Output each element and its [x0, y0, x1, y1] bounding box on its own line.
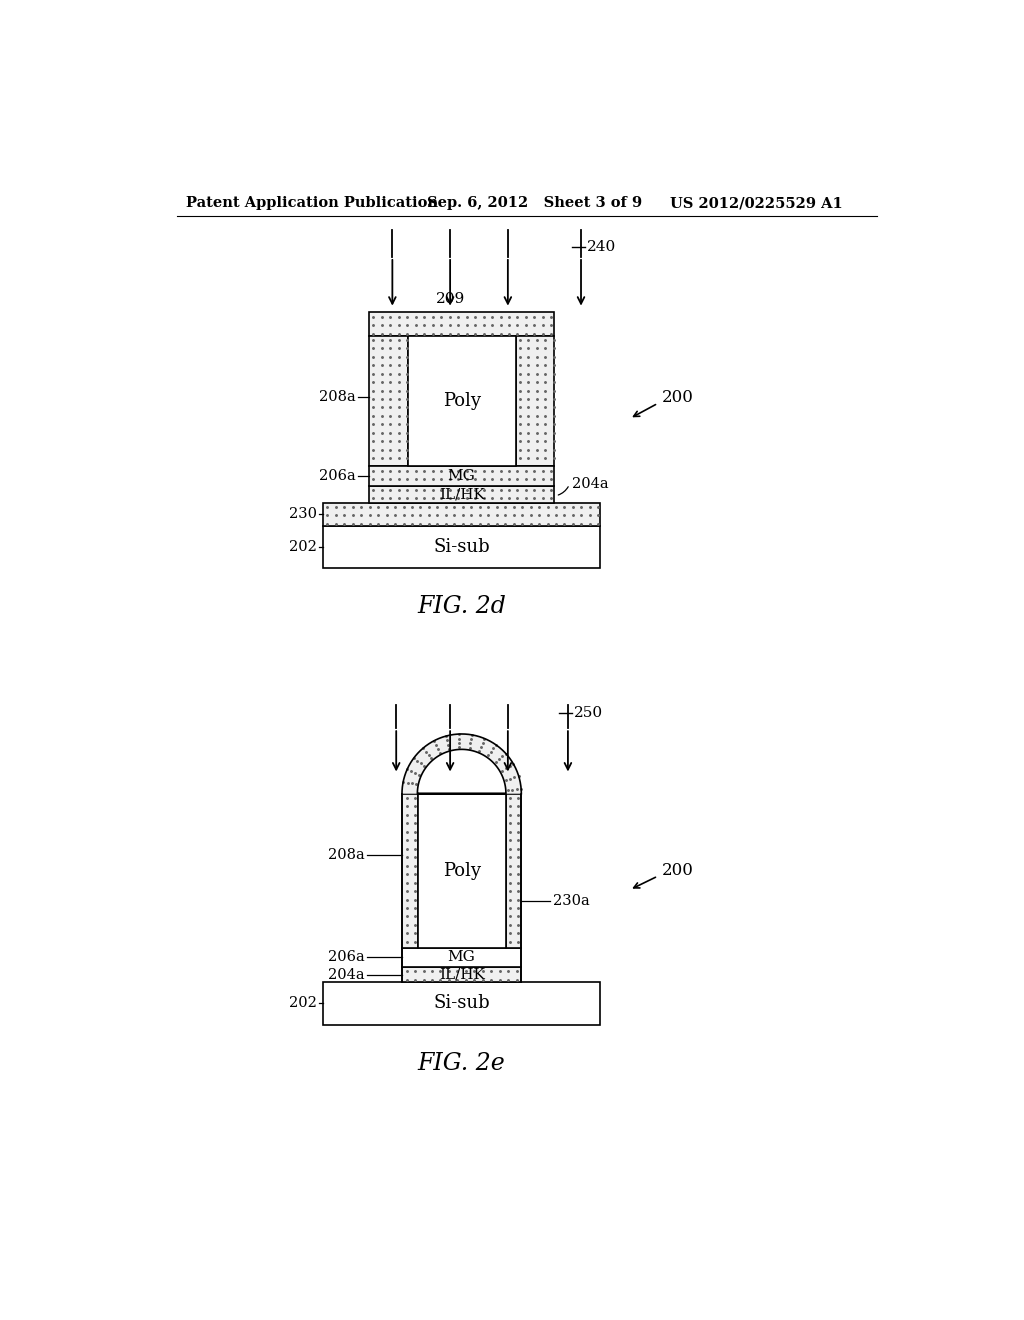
Text: FIG. 2e: FIG. 2e — [418, 1052, 506, 1074]
Bar — [323, 525, 600, 568]
Bar — [418, 793, 506, 948]
Bar — [402, 793, 418, 948]
Polygon shape — [402, 734, 521, 793]
Text: MG: MG — [447, 469, 475, 483]
Text: IL/HK: IL/HK — [438, 487, 484, 502]
Bar — [323, 982, 600, 1024]
Text: 230: 230 — [289, 507, 316, 521]
Text: 202: 202 — [289, 540, 316, 554]
Bar — [370, 335, 408, 466]
Text: Si-sub: Si-sub — [433, 994, 489, 1012]
Text: Poly: Poly — [442, 392, 480, 411]
Text: 200: 200 — [662, 388, 693, 405]
Bar — [323, 503, 600, 525]
Text: 202: 202 — [289, 997, 316, 1011]
Text: 208a: 208a — [328, 849, 365, 862]
Text: 240: 240 — [587, 240, 616, 253]
Text: 206a: 206a — [318, 469, 355, 483]
Bar — [370, 486, 554, 503]
Polygon shape — [418, 750, 506, 793]
Text: 204a: 204a — [571, 478, 608, 491]
Text: Sep. 6, 2012   Sheet 3 of 9: Sep. 6, 2012 Sheet 3 of 9 — [427, 197, 642, 210]
Bar — [402, 968, 521, 982]
Text: Poly: Poly — [442, 862, 480, 879]
Text: 200: 200 — [662, 862, 693, 879]
Text: 206a: 206a — [328, 950, 365, 965]
Bar — [370, 466, 554, 486]
Bar — [370, 313, 554, 335]
Text: FIG. 2d: FIG. 2d — [417, 595, 506, 618]
Text: 230a: 230a — [553, 895, 589, 908]
Text: 209: 209 — [435, 292, 465, 306]
Text: 208a: 208a — [318, 391, 355, 404]
Text: 204a: 204a — [328, 968, 365, 982]
Text: MG: MG — [447, 950, 475, 965]
Bar — [515, 335, 554, 466]
Text: US 2012/0225529 A1: US 2012/0225529 A1 — [670, 197, 843, 210]
Text: 250: 250 — [574, 706, 603, 719]
Bar — [506, 793, 521, 948]
Text: IL/HK: IL/HK — [438, 968, 484, 982]
Bar — [402, 948, 521, 966]
Bar — [408, 335, 515, 466]
Text: Si-sub: Si-sub — [433, 537, 489, 556]
Text: Patent Application Publication: Patent Application Publication — [186, 197, 438, 210]
